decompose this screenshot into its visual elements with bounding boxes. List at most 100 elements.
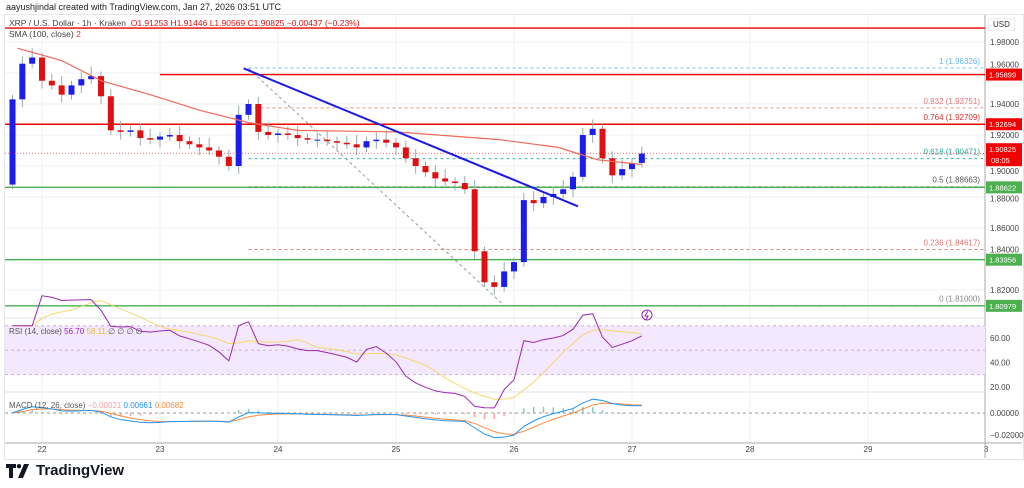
rsi-tick-label: 20.00	[990, 383, 1011, 392]
candle-body	[520, 200, 527, 263]
candle-body	[294, 135, 301, 139]
candle-body	[98, 76, 104, 97]
fib-level-label: 0.236 (1.84617)	[924, 238, 981, 247]
candle-body	[501, 271, 508, 287]
candle-body	[166, 135, 173, 137]
credit-text: aayushjindal created with TradingView.co…	[6, 2, 281, 12]
candle-body	[48, 80, 55, 86]
candle-body	[216, 150, 222, 157]
support-price-tag	[986, 299, 1022, 312]
candle-body	[196, 144, 203, 148]
x-tick-label: 29	[864, 445, 873, 454]
candle-body	[530, 200, 537, 204]
candle-body	[314, 139, 321, 141]
lightning-icon	[641, 309, 653, 321]
last-price-label: 1.90825	[989, 145, 1016, 154]
macd-line	[12, 398, 642, 439]
low-value: L1.90569	[209, 18, 246, 28]
candle-body	[107, 96, 114, 131]
x-tick-label: 3	[984, 445, 989, 454]
candle-body	[570, 176, 576, 190]
candle-body	[176, 135, 183, 142]
candle-body	[491, 282, 498, 287]
y-tick-label: 1.98000	[990, 38, 1019, 47]
rsi-tick-label: 40.00	[990, 358, 1011, 367]
brand-name: TradingView	[36, 462, 125, 479]
y-tick-label: 1.90000	[990, 167, 1019, 176]
candle-body	[304, 138, 311, 140]
candle-body	[235, 114, 242, 166]
candle-body	[334, 141, 340, 143]
symbol-legend: XRP / U.S. Dollar · 1h · Kraken O1.91253…	[9, 18, 360, 28]
candle-body	[442, 178, 449, 182]
macd-legend[interactable]: MACD (12, 26, close) −0.00021 0.00661 0.…	[9, 401, 184, 410]
x-tick-label: 25	[392, 445, 401, 454]
macd-hist-value: −0.00021	[87, 401, 122, 410]
countdown-label: 08:05	[991, 156, 1010, 165]
lightning-icon-bolt	[644, 310, 649, 321]
fib-level-label: 0.5 (1.88663)	[932, 176, 980, 185]
candle-body	[157, 136, 163, 140]
open-value: O1.91253	[130, 18, 169, 28]
candle-body	[481, 251, 488, 283]
y-tick-label: 1.88000	[990, 194, 1019, 203]
candle-body	[343, 142, 350, 145]
candle-body	[206, 147, 213, 151]
y-tick-label: 1.82000	[990, 286, 1019, 295]
symbol-name: XRP / U.S. Dollar · 1h · Kraken	[9, 18, 126, 28]
candle-body	[393, 142, 399, 148]
y-tick-label: 1.96000	[990, 61, 1019, 70]
tradingview-logo-icon	[6, 463, 29, 478]
candle-body	[629, 162, 635, 170]
candle-body	[19, 63, 26, 100]
rsi-legend[interactable]: RSI (14, close) 56.70 58.11 ∅ ∅ ∅ ∅	[9, 327, 143, 336]
rsi-ma-value: 58.11	[86, 327, 106, 336]
candle-body	[412, 158, 419, 166]
candle-body	[137, 130, 144, 139]
candle-body	[29, 57, 36, 64]
candle-body	[265, 131, 272, 135]
y-tick-label: 1.86000	[990, 224, 1019, 233]
candle-body	[373, 139, 380, 142]
x-tick-label: 24	[274, 445, 283, 454]
support-price-tag	[986, 181, 1022, 194]
rsi-ma-line	[12, 299, 642, 400]
resistance-price-tag-label: 1.92694	[989, 120, 1016, 129]
candle-body	[363, 141, 370, 148]
candle-body	[599, 128, 606, 159]
close-value: C1.90825	[247, 18, 285, 28]
rsi-tick-label: 60.00	[990, 334, 1011, 343]
rsi-line	[12, 295, 643, 409]
candle-body	[353, 144, 360, 148]
candle-body	[255, 104, 262, 132]
x-tick-label: 28	[746, 445, 755, 454]
candle-body	[68, 85, 75, 95]
candle-body	[275, 133, 281, 135]
trend-line	[243, 67, 579, 208]
support-price-tag	[986, 253, 1022, 266]
candle-body	[589, 128, 596, 135]
support-price-tag-label: 1.80979	[989, 302, 1016, 311]
candle-body	[461, 183, 468, 190]
sma-label: SMA (100, close)	[9, 29, 74, 39]
sma-legend[interactable]: SMA (100, close) 2	[9, 29, 81, 39]
x-tick-label: 26	[510, 445, 519, 454]
fib-level-label: 0 (1.81000)	[939, 295, 980, 304]
candle-body	[422, 166, 429, 173]
candle-body	[245, 104, 252, 115]
resistance-price-tag	[986, 118, 1022, 131]
candle-body	[432, 172, 439, 179]
candle-body	[471, 189, 478, 252]
currency-label[interactable]: USD	[988, 18, 1015, 31]
x-tick-label: 23	[156, 445, 165, 454]
candle-body	[127, 130, 134, 132]
rsi-band	[5, 325, 985, 375]
candle-body	[78, 79, 85, 86]
candle-body	[147, 138, 154, 140]
change-value: −0.00437 (−0.23%)	[286, 18, 360, 28]
candle-body	[560, 189, 567, 194]
sma-value: 2	[76, 29, 81, 39]
candle-body	[324, 139, 331, 142]
support-price-tag-label: 1.88622	[989, 183, 1016, 192]
